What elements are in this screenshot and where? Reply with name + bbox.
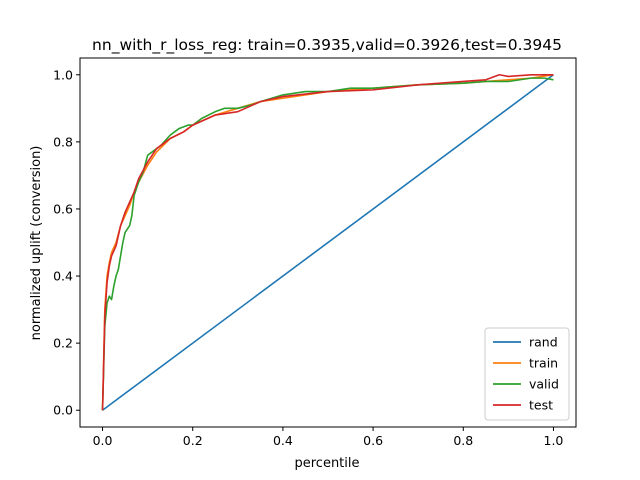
legend-label-train: train: [529, 356, 558, 371]
y-tick-label: 0.8: [53, 134, 73, 149]
axes-frame: [79, 57, 577, 428]
y-tick-label: 0.2: [53, 336, 73, 351]
x-tick-label: 0.2: [183, 433, 203, 448]
legend-label-valid: valid: [529, 377, 559, 392]
x-tick-label: 0.6: [363, 433, 383, 448]
y-axis-ticks: 0.0 0.2 0.4 0.6 0.8 1.0: [53, 67, 80, 418]
x-axis-label: percentile: [294, 456, 359, 471]
plot-lines: [101, 73, 554, 411]
series-line-valid: [101, 77, 554, 411]
x-tick-label: 0.8: [453, 433, 473, 448]
legend: rand train valid test: [484, 327, 570, 421]
x-axis-ticks: 0.0 0.2 0.4 0.6 0.8 1.0: [93, 427, 564, 448]
legend-box: [484, 327, 570, 421]
y-tick-label: 0.4: [53, 269, 73, 284]
series-line-rand: [102, 74, 554, 411]
x-tick-label: 1.0: [544, 433, 564, 448]
legend-label-rand: rand: [529, 335, 558, 350]
x-tick-label: 0.4: [273, 433, 293, 448]
series-line-test: [101, 73, 554, 411]
x-tick-label: 0.0: [93, 433, 113, 448]
chart-title: nn_with_r_loss_reg: train=0.3935,valid=0…: [92, 36, 562, 55]
legend-label-test: test: [529, 398, 553, 413]
y-axis-label: normalized uplift (conversion): [29, 146, 44, 341]
y-tick-label: 0.6: [53, 201, 73, 216]
y-tick-label: 1.0: [53, 67, 73, 82]
y-tick-label: 0.0: [53, 403, 73, 418]
